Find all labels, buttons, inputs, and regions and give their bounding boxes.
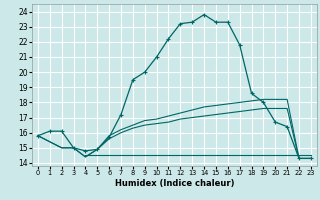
X-axis label: Humidex (Indice chaleur): Humidex (Indice chaleur) <box>115 179 234 188</box>
